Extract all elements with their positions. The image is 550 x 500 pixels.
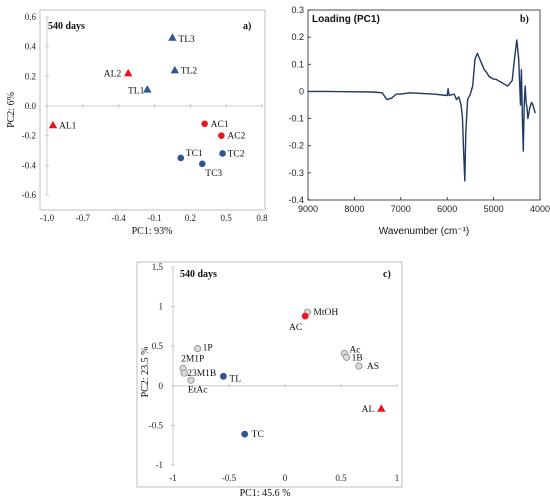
panel-c-x-tick-label: 0 bbox=[283, 473, 288, 483]
panel-a-point-label: AL2 bbox=[104, 69, 122, 79]
panel-c-y-tick-label: 1 bbox=[159, 302, 164, 312]
panel-b-loading-line bbox=[308, 39, 537, 182]
panel-a-letter: a) bbox=[243, 21, 251, 32]
panel-c-xlabel: PC1: 45.6 % bbox=[240, 488, 291, 499]
panel-c-point-23m1b bbox=[180, 369, 188, 377]
panel-a-point-label: TC3 bbox=[205, 169, 222, 179]
panel-a-frame bbox=[39, 9, 266, 211]
panel-c-point-etac bbox=[187, 376, 195, 384]
panel-a-y-tick-label: -0.2 bbox=[22, 131, 36, 141]
panel-a-y-tick-label: -0.6 bbox=[22, 190, 37, 200]
panel-c-ylabel: PC2: 23.5 % bbox=[140, 347, 151, 398]
panel-b-x-tick-label: 6000 bbox=[437, 204, 457, 214]
panel-b-x-tick-label: 4000 bbox=[530, 204, 550, 214]
panel-a-point-al1 bbox=[48, 120, 58, 129]
panel-a-point-tc3 bbox=[198, 160, 206, 168]
panel-a-point-tc2 bbox=[219, 150, 226, 157]
panel-a-title: 540 days bbox=[48, 21, 85, 32]
panel-a-y-tick-label: -0.4 bbox=[22, 160, 37, 170]
panel-a-y-tick-label: 0.4 bbox=[25, 42, 37, 52]
panel-b-y-tick-label: 0 bbox=[299, 86, 304, 96]
panel-a-pca-scatter: 540 days a) PC1: 93% PC2: 6% -1.0 -0.7 -0.… bbox=[6, 9, 268, 237]
panel-b-x-tick-label: 9000 bbox=[298, 204, 318, 214]
panel-c-x-tick-label: 0.5 bbox=[335, 473, 347, 483]
panel-c-point-tc bbox=[241, 430, 249, 438]
panel-b-x-tick-label: 7000 bbox=[391, 204, 411, 214]
panel-a-x-tick-label: -0.7 bbox=[76, 213, 91, 223]
panel-a-point-label: TC2 bbox=[228, 149, 245, 159]
panel-a-point-label: TL3 bbox=[178, 35, 195, 45]
panel-a-point-label: AL1 bbox=[59, 121, 77, 131]
panel-b-title: Loading (PC1) bbox=[312, 14, 380, 25]
panel-c-point-tl bbox=[220, 372, 227, 380]
panel-b-y-tick-label: 0.1 bbox=[291, 59, 304, 69]
panel-c-letter: c) bbox=[383, 269, 391, 280]
panel-a-x-tick-label: -0.4 bbox=[112, 213, 127, 223]
panel-c-y-tick-label: 0.5 bbox=[152, 341, 164, 351]
panel-c-point-label: EtAc bbox=[188, 385, 208, 395]
panel-b-x-tick-label: 8000 bbox=[344, 204, 364, 214]
panel-c-point-ac bbox=[301, 312, 309, 320]
panel-b-x-tick-label: 5000 bbox=[484, 204, 504, 214]
panel-b-y-tick-label: -0.4 bbox=[288, 195, 304, 205]
panel-c-point-1p bbox=[194, 345, 202, 353]
panel-a-point-label: TL1 bbox=[128, 87, 145, 97]
panel-c-x-tick-label: 1 bbox=[395, 473, 400, 483]
panel-a-y-tick-label: 0.6 bbox=[25, 12, 37, 22]
panel-c-x-tick-label: -1 bbox=[169, 473, 177, 483]
panel-a-x-tick-label: -1.0 bbox=[40, 213, 55, 223]
panel-b-letter: b) bbox=[520, 14, 529, 25]
panel-c-y-tick-label: -0.5 bbox=[149, 420, 164, 430]
panel-b-y-tick-label: -0.3 bbox=[288, 168, 304, 178]
panel-a-point-tl2 bbox=[170, 65, 180, 74]
panel-c-point-label: AC bbox=[289, 323, 302, 333]
panel-b-loading-plot: Loading (PC1) b) Wavenumber (cm⁻¹) 0.3 0.… bbox=[288, 5, 550, 237]
panel-b-y-tick-label: 0.2 bbox=[291, 32, 304, 42]
panel-a-x-tick-label: 0.8 bbox=[256, 213, 268, 223]
panel-c-point-al bbox=[377, 404, 386, 412]
panel-c-frame bbox=[136, 261, 403, 488]
panel-c-x-tick-label: -0.5 bbox=[222, 473, 237, 483]
panel-c-title: 540 days bbox=[180, 269, 217, 280]
panel-c-point-label: 2M1P bbox=[181, 354, 204, 364]
panel-a-point-ac1 bbox=[201, 120, 208, 128]
panel-c-point-as bbox=[355, 362, 363, 370]
panel-a-point-label: AC2 bbox=[227, 132, 245, 142]
panel-c-point-1b bbox=[343, 353, 351, 361]
panel-b-frame bbox=[307, 9, 541, 201]
panel-a-y-tick-label: 0.2 bbox=[25, 71, 36, 81]
panel-a-x-tick-label: 0.5 bbox=[221, 213, 233, 223]
panel-c-point-label: 23M1B bbox=[187, 369, 216, 379]
panel-a-point-tl3 bbox=[168, 33, 177, 41]
panel-a-xlabel: PC1: 93% bbox=[132, 226, 173, 237]
panel-c-point-label: MtOH bbox=[313, 308, 338, 318]
panel-c-point-label: 1B bbox=[352, 353, 363, 363]
panel-a-point-tc1 bbox=[177, 154, 185, 162]
panel-c-point-label: TC bbox=[252, 430, 264, 440]
panel-a-ylabel: PC2: 6% bbox=[6, 92, 17, 128]
panel-a-y-tick-label: 0.0 bbox=[25, 101, 37, 111]
panel-c-point-label: 1P bbox=[203, 344, 213, 354]
panel-a-x-tick-label: -0.1 bbox=[147, 213, 161, 223]
panel-a-point-label: AC1 bbox=[211, 120, 229, 130]
panel-c-pca-biplot: 540 days c) PC1: 45.6 % PC2: 23.5 % -1 -0… bbox=[136, 261, 403, 499]
panel-c-y-tick-label: 0 bbox=[159, 381, 164, 391]
panel-c-point-label: AL bbox=[362, 405, 375, 415]
panel-a-point-ac2 bbox=[218, 132, 225, 139]
panel-a-point-label: TC1 bbox=[186, 149, 203, 159]
panel-a-point-tl1 bbox=[143, 85, 152, 93]
panel-c-point-label: TL bbox=[229, 374, 241, 384]
panel-b-y-tick-label: -0.2 bbox=[288, 141, 304, 151]
panel-b-y-tick-label: -0.1 bbox=[288, 114, 304, 124]
panel-a-point-label: TL2 bbox=[181, 66, 198, 76]
panel-c-point-label: AS bbox=[367, 362, 379, 372]
panel-a-point-al2 bbox=[124, 68, 133, 77]
panel-a-x-tick-label: 0.2 bbox=[185, 213, 196, 223]
panel-b-y-tick-label: 0.3 bbox=[291, 5, 304, 15]
panel-c-y-tick-label: -1 bbox=[156, 460, 164, 470]
panel-c-point-label: Ac bbox=[349, 345, 360, 355]
panel-b-xlabel: Wavenumber (cm⁻¹) bbox=[379, 226, 469, 237]
panel-c-y-tick-label: 1.5 bbox=[152, 262, 164, 272]
